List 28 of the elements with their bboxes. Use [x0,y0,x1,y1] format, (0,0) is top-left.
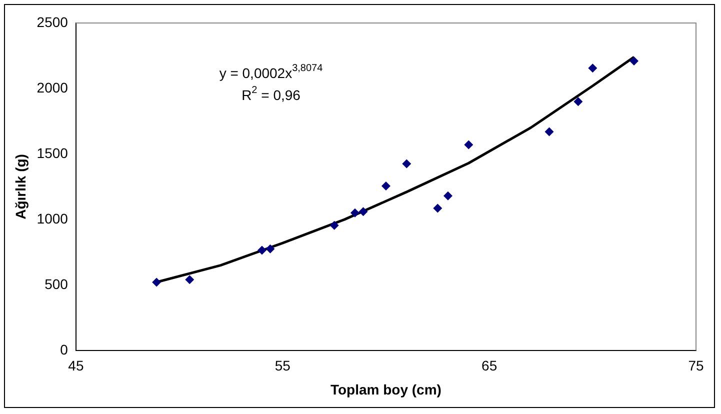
point [350,208,360,218]
point [381,182,390,191]
point [464,140,474,150]
point [185,275,194,284]
x-tick-label: 55 [274,358,291,374]
point [443,191,452,200]
x-tick-label: 65 [482,358,498,374]
x-axis-title: Toplam boy (cm) [330,381,442,398]
point [257,246,266,255]
y-tick-label: 500 [44,276,68,292]
point [266,244,275,254]
y-tick-label: 1500 [36,144,68,161]
point [588,64,598,73]
y-tick-label: 0 [60,341,68,358]
point [574,97,583,106]
point [544,127,554,136]
point [330,220,339,230]
x-tick-label: 45 [68,358,84,374]
point [433,204,442,213]
y-tick-label: 2500 [36,14,68,30]
y-axis-title: Ağırlık (g) [12,154,28,220]
y-tick-label: 1000 [36,210,68,226]
point [629,56,638,66]
point [358,207,368,216]
x-tick-label: 75 [688,358,704,374]
y-tick-label: 2000 [36,79,68,96]
point [402,159,412,168]
point [152,278,162,287]
